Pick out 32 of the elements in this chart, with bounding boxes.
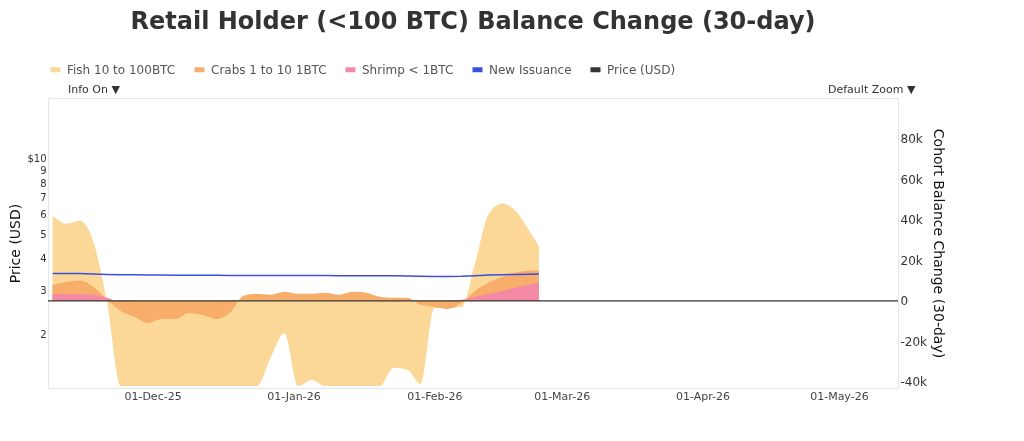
x-tick-label: 01-Mar-26 — [534, 389, 591, 403]
y2-tick-label: 20k — [900, 253, 923, 268]
y-tick-label: 8 — [40, 177, 47, 189]
y-tick-label: 5 — [40, 228, 47, 240]
y2-tick-label: 60k — [900, 172, 923, 187]
x-tick-label: 01-Apr-26 — [676, 389, 731, 403]
y-tick-label: 2 — [40, 328, 47, 340]
x-tick-label: 01-Feb-26 — [407, 389, 463, 403]
y-tick-label: 7 — [40, 192, 47, 204]
y-tick-label: 3 — [40, 284, 47, 296]
chart-title: Retail Holder (<100 BTC) Balance Change (30-day) — [130, 7, 816, 35]
y-axis-title: Price (USD) — [7, 203, 24, 284]
legend-label: Fish 10 to 100BTC — [67, 62, 176, 77]
y-tick-label: 6 — [40, 209, 47, 221]
y2-tick-label: -40k — [900, 375, 928, 390]
y-tick-label: 4 — [40, 253, 47, 265]
y2-tick-label: -20k — [900, 334, 928, 349]
x-tick-label: 01-May-26 — [810, 389, 869, 403]
x-tick-label: 01-Dec-25 — [124, 389, 182, 403]
legend-label: New Issuance — [489, 62, 572, 77]
y2-axis-title: Cohort Balance Change (30-day) — [931, 128, 948, 359]
text: Info On ▼ — [68, 83, 121, 96]
x-tick-label: 01-Jan-26 — [267, 389, 321, 403]
legend-label: Shrimp < 1BTC — [362, 62, 454, 77]
y2-tick-label: 40k — [900, 213, 923, 228]
y2-tick-label: 0 — [900, 294, 909, 309]
y-tick-label: 9 — [40, 164, 47, 176]
y-tick-label: $10 — [27, 153, 47, 165]
legend-label: Crabs 1 to 10 1BTC — [211, 62, 327, 77]
text: Default Zoom ▼ — [828, 83, 916, 96]
y2-tick-label: 80k — [900, 132, 923, 147]
legend-label: Price (USD) — [607, 62, 676, 77]
